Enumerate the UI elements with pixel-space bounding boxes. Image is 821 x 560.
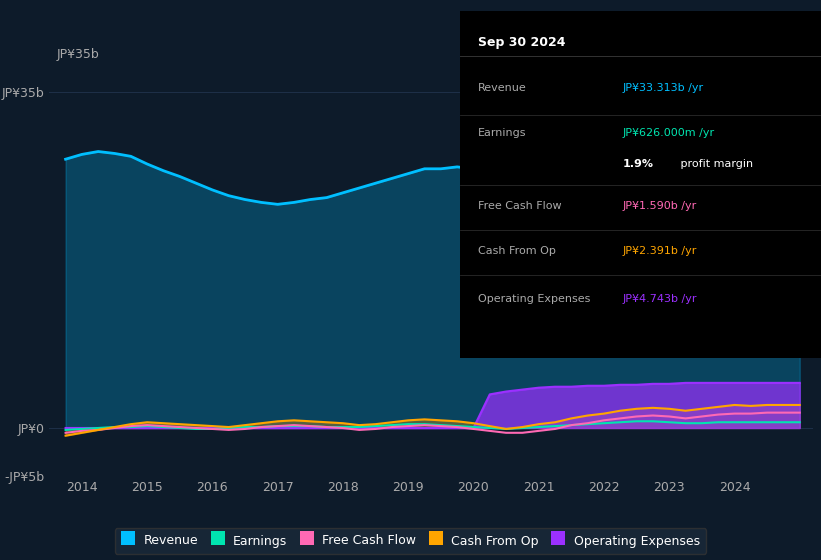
- Text: Earnings: Earnings: [478, 128, 526, 138]
- Text: profit margin: profit margin: [677, 159, 753, 169]
- Text: JP¥33.313b /yr: JP¥33.313b /yr: [622, 82, 704, 92]
- Text: Operating Expenses: Operating Expenses: [478, 295, 590, 305]
- Text: Free Cash Flow: Free Cash Flow: [478, 200, 562, 211]
- Text: Revenue: Revenue: [478, 82, 526, 92]
- Text: JP¥626.000m /yr: JP¥626.000m /yr: [622, 128, 714, 138]
- Text: JP¥2.391b /yr: JP¥2.391b /yr: [622, 246, 697, 256]
- Text: 1.9%: 1.9%: [622, 159, 654, 169]
- Legend: Revenue, Earnings, Free Cash Flow, Cash From Op, Operating Expenses: Revenue, Earnings, Free Cash Flow, Cash …: [115, 528, 706, 554]
- Text: JP¥1.590b /yr: JP¥1.590b /yr: [622, 200, 696, 211]
- Text: Sep 30 2024: Sep 30 2024: [478, 35, 566, 49]
- Text: Cash From Op: Cash From Op: [478, 246, 556, 256]
- Text: JP¥35b: JP¥35b: [57, 48, 99, 60]
- Text: JP¥4.743b /yr: JP¥4.743b /yr: [622, 295, 697, 305]
